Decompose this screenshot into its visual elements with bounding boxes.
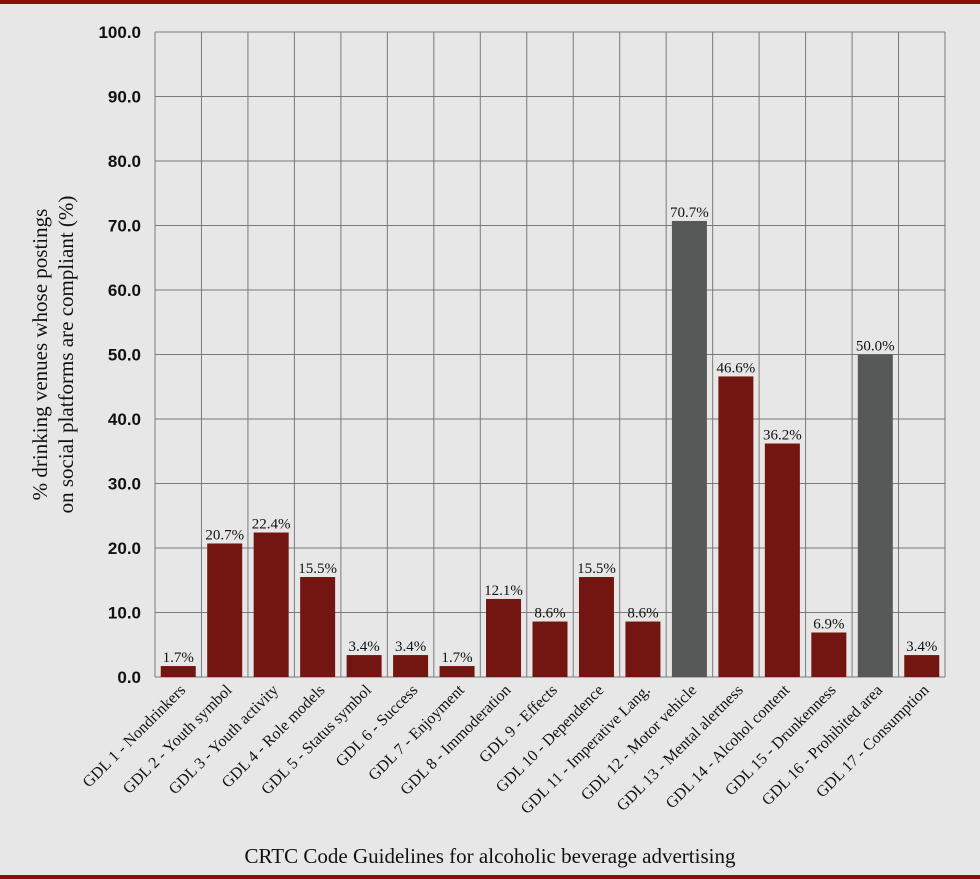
- y-tick-label: 30.0: [108, 475, 141, 494]
- data-label: 6.9%: [813, 616, 844, 632]
- bottom-border: [0, 875, 980, 879]
- y-axis-title: on social platforms are compliant (%): [54, 196, 78, 514]
- bar: [393, 655, 429, 677]
- data-label: 3.4%: [395, 639, 426, 655]
- data-label: 1.7%: [441, 650, 472, 666]
- y-tick-label: 40.0: [108, 410, 141, 429]
- top-border: [0, 0, 980, 4]
- bar: [671, 220, 707, 678]
- y-tick-label: 80.0: [108, 152, 141, 171]
- data-label: 70.7%: [670, 205, 709, 221]
- bar: [532, 621, 568, 677]
- bar: [346, 655, 382, 677]
- bar: [578, 577, 614, 677]
- data-label: 20.7%: [205, 527, 244, 543]
- bar: [300, 577, 336, 677]
- y-axis-title: % drinking venues whose postings: [28, 209, 52, 501]
- y-tick-label: 90.0: [108, 88, 141, 107]
- data-label: 46.6%: [717, 360, 756, 376]
- y-tick-label: 50.0: [108, 346, 141, 365]
- y-tick-label: 0.0: [117, 668, 141, 687]
- data-label: 12.1%: [484, 583, 523, 599]
- y-tick-label: 20.0: [108, 539, 141, 558]
- x-tick-label: GDL 6 - Success: [333, 682, 422, 771]
- bar: [764, 443, 800, 677]
- y-tick-label: 70.0: [108, 217, 141, 236]
- data-label: 3.4%: [906, 639, 937, 655]
- bar: [811, 632, 847, 677]
- bar: [207, 543, 243, 677]
- data-label: 8.6%: [534, 606, 565, 622]
- bar: [160, 666, 196, 677]
- bar: [486, 598, 522, 677]
- bar: [904, 655, 940, 677]
- bar: [439, 666, 475, 677]
- x-axis-title: CRTC Code Guidelines for alcoholic bever…: [244, 844, 736, 868]
- y-tick-label: 100.0: [98, 23, 141, 42]
- data-label: 8.6%: [627, 606, 658, 622]
- y-tick-label: 10.0: [108, 604, 141, 623]
- data-label: 15.5%: [298, 561, 337, 577]
- y-tick-label: 60.0: [108, 281, 141, 300]
- bar: [625, 621, 661, 677]
- data-label: 50.0%: [856, 339, 895, 355]
- data-label: 22.4%: [252, 517, 291, 533]
- bar: [718, 376, 754, 677]
- data-label: 36.2%: [763, 428, 802, 444]
- bar: [253, 532, 289, 677]
- data-label: 3.4%: [348, 639, 379, 655]
- bar: [857, 354, 893, 677]
- data-label: 15.5%: [577, 561, 616, 577]
- data-label: 1.7%: [163, 650, 194, 666]
